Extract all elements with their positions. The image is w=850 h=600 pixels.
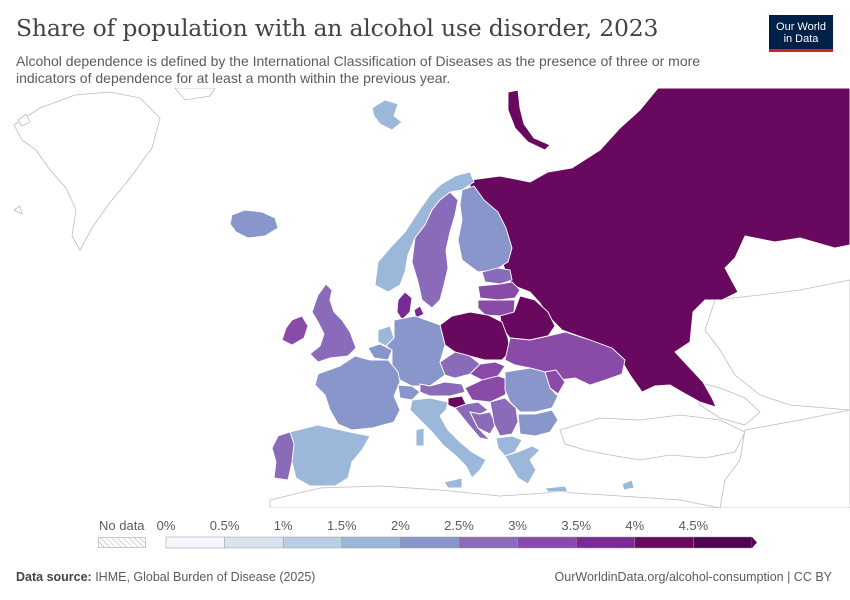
austria-region[interactable] xyxy=(419,381,466,397)
legend-bin xyxy=(575,536,636,549)
central-asia-region[interactable] xyxy=(704,279,850,411)
legend-tick-label: 3% xyxy=(508,518,527,533)
data-source: Data source: IHME, Global Burden of Dise… xyxy=(16,570,315,584)
russia-region[interactable] xyxy=(469,88,850,408)
no-data-regions xyxy=(13,88,850,508)
north-africa-region[interactable] xyxy=(269,485,721,508)
serbia-region[interactable] xyxy=(489,397,519,437)
legend-tick-label: 1.5% xyxy=(327,518,357,533)
denmark-region[interactable] xyxy=(396,291,425,321)
estonia-region[interactable] xyxy=(481,267,513,285)
bulgaria-region[interactable] xyxy=(517,409,559,437)
chart-title: Share of population with an alcohol use … xyxy=(16,14,659,42)
middle-east-region[interactable] xyxy=(719,409,850,508)
svalbard-region[interactable] xyxy=(371,99,403,131)
color-legend: 0% 0.5% 1% 1.5% 2% 2.5% 3% 3.5% 4% 4.5% xyxy=(157,518,757,549)
owid-logo[interactable]: Our World in Data xyxy=(769,15,833,52)
legend-tick-label: 4% xyxy=(625,518,644,533)
legend-bin xyxy=(634,536,694,549)
legend-tick-label: 0.5% xyxy=(210,518,240,533)
latvia-region[interactable] xyxy=(477,281,521,301)
legend-tick-label: 0% xyxy=(157,518,176,533)
belarus-region[interactable] xyxy=(499,295,556,341)
legend-arrow xyxy=(752,537,757,548)
novaya-zemlya-region[interactable] xyxy=(507,89,551,151)
united-kingdom-region[interactable] xyxy=(309,283,357,363)
europe-choropleth-map[interactable] xyxy=(0,88,850,508)
legend-bin xyxy=(165,536,225,549)
legend-bin xyxy=(341,536,401,549)
legend-bin xyxy=(400,536,460,549)
logo-line-2: in Data xyxy=(783,33,819,45)
source-url-link[interactable]: OurWorldinData.org/alcohol-consumption |… xyxy=(554,570,832,584)
arctic-archipelago[interactable] xyxy=(174,88,216,101)
cyprus-region[interactable] xyxy=(621,479,635,491)
data-source-label: Data source: xyxy=(16,570,92,584)
belgium-region[interactable] xyxy=(367,343,393,361)
data-regions xyxy=(229,88,850,493)
legend-bin xyxy=(517,536,577,549)
logo-line-1: Our World xyxy=(776,21,826,33)
iceland-region[interactable] xyxy=(229,209,279,239)
data-source-text: IHME, Global Burden of Disease (2025) xyxy=(91,570,316,584)
legend-tick-label: 1% xyxy=(274,518,293,533)
finland-region[interactable] xyxy=(457,185,513,273)
legend-tick-label: 4.5% xyxy=(679,518,709,533)
legend-bin xyxy=(693,536,753,549)
greenland-north-islands[interactable] xyxy=(13,113,31,215)
legend-tick-label: 2.5% xyxy=(444,518,474,533)
switzerland-region[interactable] xyxy=(397,384,421,401)
chart-subtitle: Alcohol dependence is defined by the Int… xyxy=(16,53,701,86)
portugal-region[interactable] xyxy=(271,431,295,481)
turkey-region[interactable] xyxy=(559,414,746,461)
albania-macedonia-region[interactable] xyxy=(495,435,523,457)
greenland-region[interactable] xyxy=(13,91,161,251)
legend-no-data-swatch xyxy=(98,537,146,548)
legend-tick-label: 3.5% xyxy=(561,518,591,533)
sweden-region[interactable] xyxy=(411,191,459,309)
ireland-region[interactable] xyxy=(281,315,309,346)
france-region[interactable] xyxy=(314,355,401,431)
italy-region[interactable] xyxy=(409,397,487,489)
legend-no-data-label: No data xyxy=(99,518,145,533)
romania-region[interactable] xyxy=(504,367,559,413)
greece-region[interactable] xyxy=(504,445,569,493)
legend-bin xyxy=(458,536,518,549)
ukraine-region[interactable] xyxy=(504,331,626,386)
legend-bin xyxy=(282,536,343,549)
poland-region[interactable] xyxy=(439,311,511,361)
spain-region[interactable] xyxy=(289,424,371,487)
legend-bin xyxy=(224,536,284,549)
legend-tick-label: 2% xyxy=(391,518,410,533)
